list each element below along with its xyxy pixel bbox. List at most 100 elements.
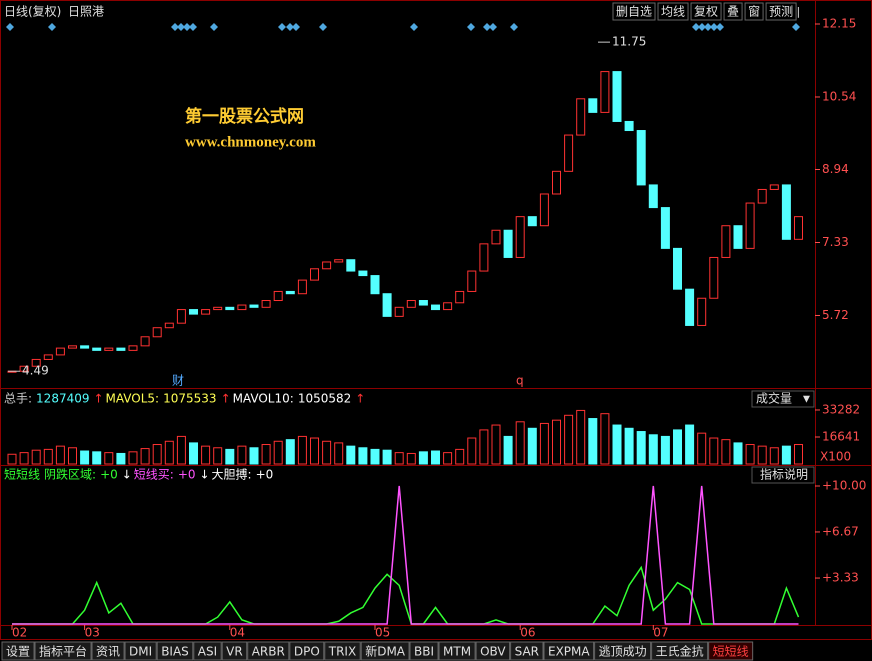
candle: [515, 216, 525, 258]
signal-diamond: [792, 23, 800, 31]
volume-bar: [588, 418, 598, 465]
tab-label[interactable]: ARBR: [252, 645, 285, 659]
candle: [539, 193, 549, 227]
tab[interactable]: [475, 641, 511, 661]
candle: [104, 347, 114, 351]
candle: [31, 358, 41, 367]
tab-label[interactable]: 资讯: [96, 645, 120, 659]
candle: [382, 293, 392, 317]
tab[interactable]: [221, 641, 248, 661]
tab[interactable]: [247, 641, 290, 661]
volume-bar: [346, 445, 356, 465]
volume-bar: [68, 447, 77, 465]
toolbar-button-label[interactable]: 预测: [769, 5, 793, 19]
signal-diamond: [278, 23, 286, 31]
tab-label[interactable]: VR: [226, 645, 243, 659]
candle: [55, 347, 65, 356]
signal-diamond: [189, 23, 197, 31]
tab-label[interactable]: 逃顶成功: [599, 645, 647, 659]
toolbar-button[interactable]: [765, 2, 797, 21]
tab-label[interactable]: 短短线: [713, 645, 749, 659]
volume-bar: [225, 448, 235, 465]
toolbar-button-label[interactable]: 叠: [727, 5, 739, 19]
watermark-url: www.chnmoney.com: [185, 134, 316, 150]
toolbar-button-label[interactable]: 窗: [748, 5, 760, 19]
candle: [709, 256, 719, 299]
signal-diamond: [171, 23, 179, 31]
volume-bar: [503, 435, 513, 465]
event-marker: q: [516, 374, 524, 388]
tab-label[interactable]: DPO: [294, 645, 320, 659]
volume-bar: [673, 429, 682, 465]
volume-bar: [261, 444, 271, 465]
tab[interactable]: [156, 641, 194, 661]
tab-label[interactable]: OBV: [480, 645, 506, 659]
info-button-label[interactable]: 指标说明: [760, 467, 808, 482]
volume-bar: [479, 429, 489, 465]
volume-bar: [334, 442, 344, 465]
toolbar-button-label[interactable]: 复权: [694, 5, 718, 19]
tab[interactable]: [193, 641, 222, 661]
tab-label[interactable]: SAR: [515, 645, 539, 659]
tab-label[interactable]: EXPMA: [548, 645, 590, 659]
candle: [152, 327, 162, 338]
toolbar-button[interactable]: [744, 2, 764, 21]
tab[interactable]: [91, 641, 125, 661]
volume-selector-label[interactable]: 成交量: [756, 391, 792, 406]
y-tick-label: +6.67: [822, 524, 859, 538]
tab[interactable]: [289, 641, 325, 661]
toolbar-button[interactable]: [657, 2, 689, 21]
toolbar-button[interactable]: [612, 2, 656, 21]
candle: [612, 71, 622, 122]
readout: +0: [178, 468, 196, 482]
watermark-title: 第一股票公式网: [185, 106, 304, 127]
tab[interactable]: [510, 641, 544, 661]
tab[interactable]: [409, 641, 439, 661]
readout: +0: [256, 468, 274, 482]
candle: [19, 365, 29, 372]
candle: [479, 243, 489, 272]
tab[interactable]: [594, 641, 652, 661]
tab-label[interactable]: DMI: [129, 645, 152, 659]
y-tick-label: 10.54: [822, 89, 856, 103]
tab[interactable]: [708, 641, 754, 661]
candle: [322, 261, 332, 270]
tab[interactable]: [324, 641, 361, 661]
toolbar-button[interactable]: [690, 2, 722, 21]
volume-bar: [794, 444, 803, 465]
tab-label[interactable]: 设置: [6, 645, 30, 659]
candle: [660, 207, 670, 249]
toolbar-button-label[interactable]: 均线: [661, 5, 685, 19]
candle: [648, 184, 658, 209]
volume-bar: [418, 451, 428, 465]
tab-label[interactable]: MTM: [443, 645, 471, 659]
candle: [733, 225, 743, 249]
tab[interactable]: [438, 641, 476, 661]
toolbar-button[interactable]: [723, 2, 743, 21]
tab-label[interactable]: TRIX: [328, 645, 356, 659]
tab-label[interactable]: 指标平台: [39, 644, 87, 659]
tab-label[interactable]: BIAS: [161, 645, 189, 659]
readout: 总手:: [4, 392, 32, 406]
candle: [588, 98, 598, 113]
volume-bar: [285, 439, 295, 465]
tab-label[interactable]: 王氏金抗: [656, 644, 704, 659]
tab-label[interactable]: 新DMA: [365, 644, 406, 659]
tab[interactable]: [1, 641, 35, 661]
volume-bar: [515, 421, 525, 465]
volume-selector[interactable]: [751, 390, 815, 408]
candle: [358, 270, 368, 277]
tab[interactable]: [651, 641, 709, 661]
tab[interactable]: [124, 641, 157, 661]
tab[interactable]: [34, 641, 92, 661]
x-tick-label: 02: [12, 626, 27, 640]
volume-bar: [92, 451, 102, 465]
info-button[interactable]: [751, 466, 815, 484]
toolbar-button-label[interactable]: 删自选: [616, 5, 652, 19]
tab[interactable]: [360, 641, 410, 661]
tab[interactable]: [543, 641, 595, 661]
tab-label[interactable]: BBI: [414, 645, 434, 659]
readout: 1287409: [36, 392, 89, 406]
volume-bar: [201, 445, 211, 465]
tab-label[interactable]: ASI: [198, 645, 217, 659]
